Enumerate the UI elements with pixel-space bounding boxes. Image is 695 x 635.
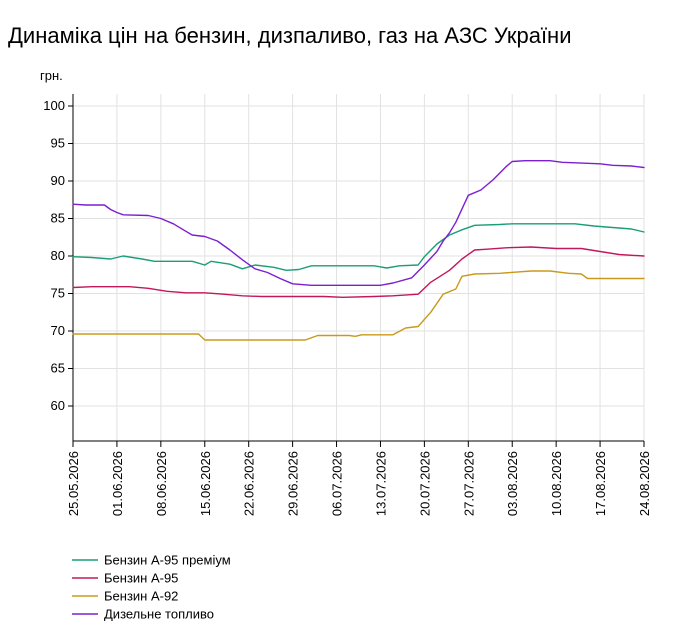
y-tick-label: 95 xyxy=(51,136,65,151)
legend-label-2: Бензин А-95 xyxy=(104,571,178,586)
x-tick-label: 17.08.2026 xyxy=(593,451,608,516)
x-tick-label: 29.06.2026 xyxy=(286,451,301,516)
x-tick-label: 06.07.2026 xyxy=(330,451,345,516)
y-tick-label: 75 xyxy=(51,286,65,301)
series-line-1 xyxy=(72,223,645,271)
axes: 60 65 70 75 80 85 90 95 100 25.05.2026 01.06.2026 0… xyxy=(40,68,652,516)
y-tick-label: 60 xyxy=(51,398,65,413)
y-tick-label: 90 xyxy=(51,173,65,188)
y-tick-label: 100 xyxy=(43,98,65,113)
x-tick-label: 03.08.2026 xyxy=(505,451,520,516)
x-tick-label: 22.06.2026 xyxy=(242,451,257,516)
y-tick-label: 65 xyxy=(51,361,65,376)
y-tick-label: 85 xyxy=(51,211,65,226)
x-tick-label: 01.06.2026 xyxy=(110,451,125,516)
legend: Бензин А-95 преміум Бензин А-95 Бензин А-9… xyxy=(72,553,231,622)
x-tick-label: 10.08.2026 xyxy=(549,451,564,516)
chart-title: Динаміка цін на бензин, дизпаливо, газ н… xyxy=(8,23,572,48)
legend-label-1: Бензин А-95 преміум xyxy=(104,553,231,568)
legend-label-3: Бензин А-92 xyxy=(104,589,178,604)
legend-label-4: Дизельне топливо xyxy=(104,607,214,622)
y-tick-label: 70 xyxy=(51,323,65,338)
series-line-3 xyxy=(72,270,645,341)
x-tick-label: 13.07.2026 xyxy=(373,451,388,516)
y-axis-unit-label: грн. xyxy=(40,68,63,83)
grid-lines xyxy=(72,94,645,441)
x-tick-label: 25.05.2026 xyxy=(66,451,81,516)
x-tick-label: 27.07.2026 xyxy=(461,451,476,516)
series-line-2 xyxy=(72,246,645,298)
x-tick-label: 20.07.2026 xyxy=(417,451,432,516)
series-lines xyxy=(72,159,645,341)
y-tick-label: 80 xyxy=(51,248,65,263)
x-tick-label: 08.06.2026 xyxy=(154,451,169,516)
series-line-4 xyxy=(72,159,645,286)
x-tick-label: 24.08.2026 xyxy=(637,451,652,516)
x-tick-label: 15.06.2026 xyxy=(198,451,213,516)
